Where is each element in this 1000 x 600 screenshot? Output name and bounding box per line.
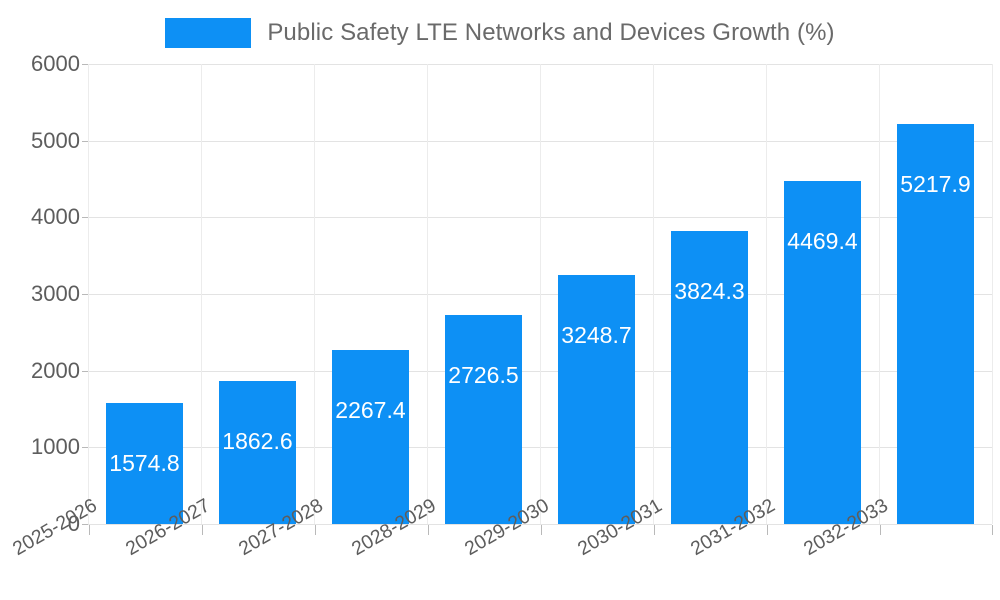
bar-value-label: 1574.8 bbox=[109, 450, 180, 477]
x-axis-tick-mark bbox=[428, 525, 429, 535]
y-axis-tick-mark bbox=[82, 447, 89, 449]
y-axis-tick-mark bbox=[82, 217, 89, 219]
y-axis-tick-label: 3000 bbox=[31, 281, 80, 306]
y-axis-tick-mark bbox=[82, 370, 89, 372]
gridline-vertical bbox=[201, 64, 202, 524]
x-axis-tick-mark bbox=[654, 525, 655, 535]
gridline-horizontal bbox=[88, 524, 992, 525]
bar[interactable]: 2267.4 bbox=[331, 350, 410, 524]
chart-legend: Public Safety LTE Networks and Devices G… bbox=[0, 12, 1000, 54]
x-axis-tick-mark bbox=[992, 525, 993, 535]
x-axis-tick-mark bbox=[767, 525, 768, 535]
bar-value-label: 2726.5 bbox=[448, 361, 519, 388]
y-axis-tick-labels: 0 1000 2000 3000 4000 5000 6000 bbox=[0, 0, 80, 600]
y-axis-tick-label: 0 bbox=[67, 511, 80, 536]
legend-label: Public Safety LTE Networks and Devices G… bbox=[267, 19, 835, 46]
bar[interactable]: 1862.6 bbox=[218, 381, 297, 524]
bar[interactable]: 4469.4 bbox=[783, 181, 862, 524]
x-axis-tick-mark bbox=[202, 525, 203, 535]
bar[interactable]: 1574.8 bbox=[105, 403, 184, 524]
y-axis-tick-label: 2000 bbox=[31, 357, 80, 383]
bar-value-label: 4469.4 bbox=[787, 228, 858, 255]
bar[interactable]: 3248.7 bbox=[557, 274, 636, 524]
y-axis-tick-mark bbox=[82, 64, 89, 65]
y-axis-tick-label: 5000 bbox=[31, 127, 80, 153]
gridline-vertical bbox=[653, 64, 654, 524]
x-axis-tick-mark bbox=[89, 525, 90, 535]
gridline-vertical bbox=[88, 64, 89, 524]
bar-value-label: 5217.9 bbox=[900, 170, 971, 197]
gridline-vertical bbox=[766, 64, 767, 524]
y-axis-tick-label: 6000 bbox=[31, 51, 80, 76]
y-axis-tick-mark bbox=[82, 140, 89, 142]
bar[interactable]: 3824.3 bbox=[670, 230, 749, 524]
gridline-vertical bbox=[992, 64, 993, 524]
gridline-vertical bbox=[879, 64, 880, 524]
x-axis-tick-mark bbox=[541, 525, 542, 535]
bar-value-label: 3248.7 bbox=[561, 321, 632, 348]
y-axis-tick-mark bbox=[82, 294, 89, 295]
legend-color-swatch bbox=[165, 18, 252, 48]
gridline-vertical bbox=[314, 64, 315, 524]
x-axis-tick-mark bbox=[315, 525, 316, 535]
x-axis-tick-mark bbox=[880, 525, 881, 535]
bar-value-label: 1862.6 bbox=[222, 428, 293, 455]
gridline-vertical bbox=[540, 64, 541, 524]
plot-area: 1574.8 1862.6 2267.4 2726.5 3248.7 3824.3 4469… bbox=[88, 64, 993, 525]
bar-value-label: 2267.4 bbox=[335, 397, 406, 424]
bar-value-label: 3824.3 bbox=[674, 277, 745, 304]
y-axis-tick-mark bbox=[82, 524, 89, 525]
y-axis-tick-label: 4000 bbox=[31, 204, 80, 230]
y-axis-tick-label: 1000 bbox=[31, 434, 80, 460]
gridline-vertical bbox=[427, 64, 428, 524]
bar[interactable]: 2726.5 bbox=[444, 314, 523, 524]
bar[interactable]: 5217.9 bbox=[896, 123, 975, 524]
